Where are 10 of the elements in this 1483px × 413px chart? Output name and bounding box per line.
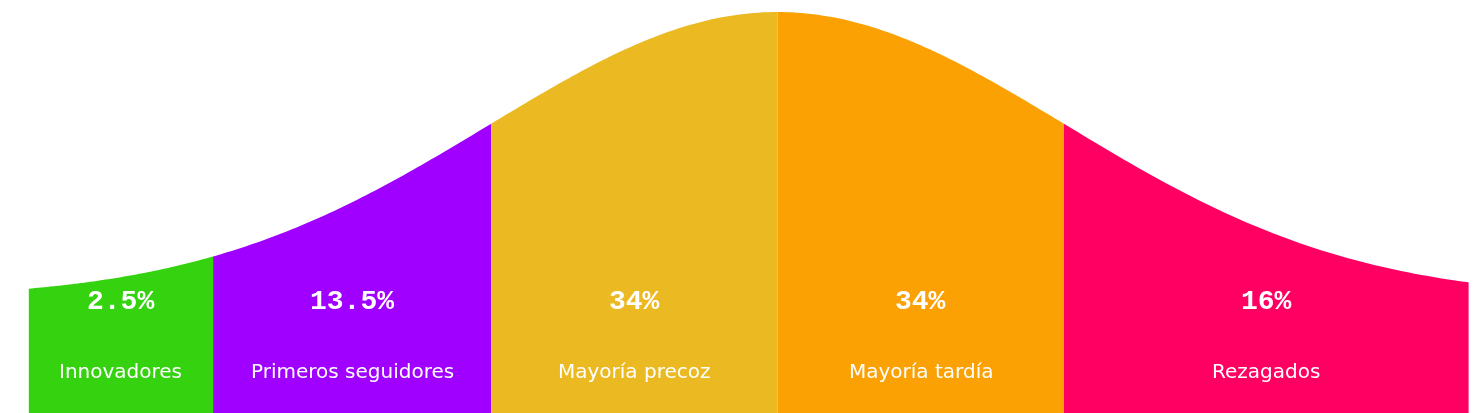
data-label: 34% — [895, 286, 946, 317]
data-label: 34% — [609, 286, 660, 317]
data-label: 13.5% — [310, 286, 395, 317]
data-label: 2.5% — [87, 286, 155, 317]
data-label: 16% — [1241, 286, 1292, 317]
category-label: Innovadores — [59, 359, 183, 383]
category-label: Mayoría precoz — [558, 359, 711, 383]
category-label: Primeros seguidores — [251, 359, 455, 383]
category-label: Rezagados — [1212, 359, 1321, 383]
category-label: Mayoría tardía — [849, 359, 994, 383]
